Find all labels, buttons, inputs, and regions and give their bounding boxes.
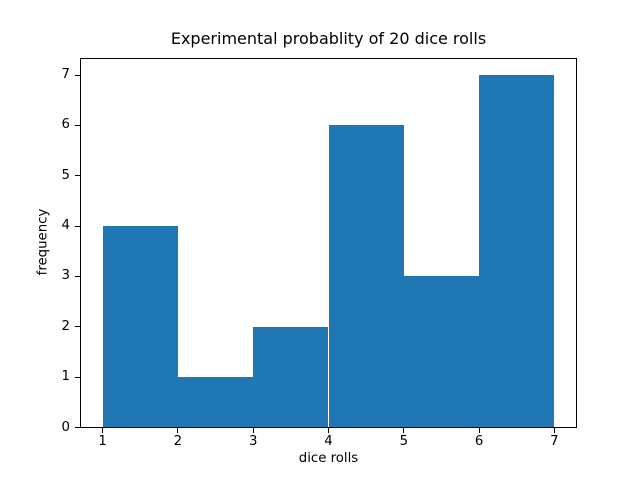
x-tick-label: 7 — [550, 434, 559, 449]
x-tick-label: 4 — [324, 434, 333, 449]
histogram-bar — [253, 326, 329, 428]
histogram-bar — [328, 125, 404, 428]
y-tick-mark — [75, 326, 80, 328]
y-tick-label: 1 — [61, 369, 70, 385]
chart-title: Experimental probablity of 20 dice rolls — [170, 29, 487, 48]
y-tick-label: 6 — [61, 117, 70, 133]
x-tick-mark — [252, 427, 254, 433]
histogram-bar — [102, 226, 178, 428]
y-tick-label: 3 — [61, 268, 70, 284]
y-tick-mark — [75, 376, 80, 378]
histogram-bar — [177, 377, 254, 428]
x-tick-mark — [328, 427, 329, 433]
y-tick-mark — [75, 427, 80, 428]
x-tick-mark — [403, 427, 405, 433]
x-tick-mark — [177, 427, 179, 433]
x-tick-mark — [553, 427, 555, 433]
x-tick-label: 5 — [399, 434, 409, 449]
x-tick-mark — [102, 427, 104, 433]
histogram-bar — [479, 75, 555, 428]
y-tick-label: 7 — [61, 67, 70, 83]
y-tick-mark — [75, 275, 80, 277]
histogram-bar — [403, 276, 480, 428]
y-tick-label: 4 — [61, 218, 70, 234]
plot-area — [80, 58, 577, 428]
x-tick-label: 6 — [474, 434, 484, 449]
y-tick-label: 2 — [61, 318, 70, 334]
y-tick-label: 5 — [61, 167, 70, 183]
y-tick-mark — [75, 175, 80, 177]
y-tick-label: 0 — [61, 419, 70, 435]
y-tick-mark — [75, 225, 80, 227]
y-tick-mark — [75, 124, 80, 126]
x-tick-mark — [478, 427, 480, 433]
y-axis-label: frequency — [35, 208, 51, 276]
x-tick-label: 3 — [248, 434, 258, 449]
x-tick-label: 2 — [173, 434, 183, 449]
y-tick-mark — [75, 74, 80, 76]
x-axis-label: dice rolls — [298, 451, 359, 466]
x-tick-label: 1 — [98, 434, 107, 449]
